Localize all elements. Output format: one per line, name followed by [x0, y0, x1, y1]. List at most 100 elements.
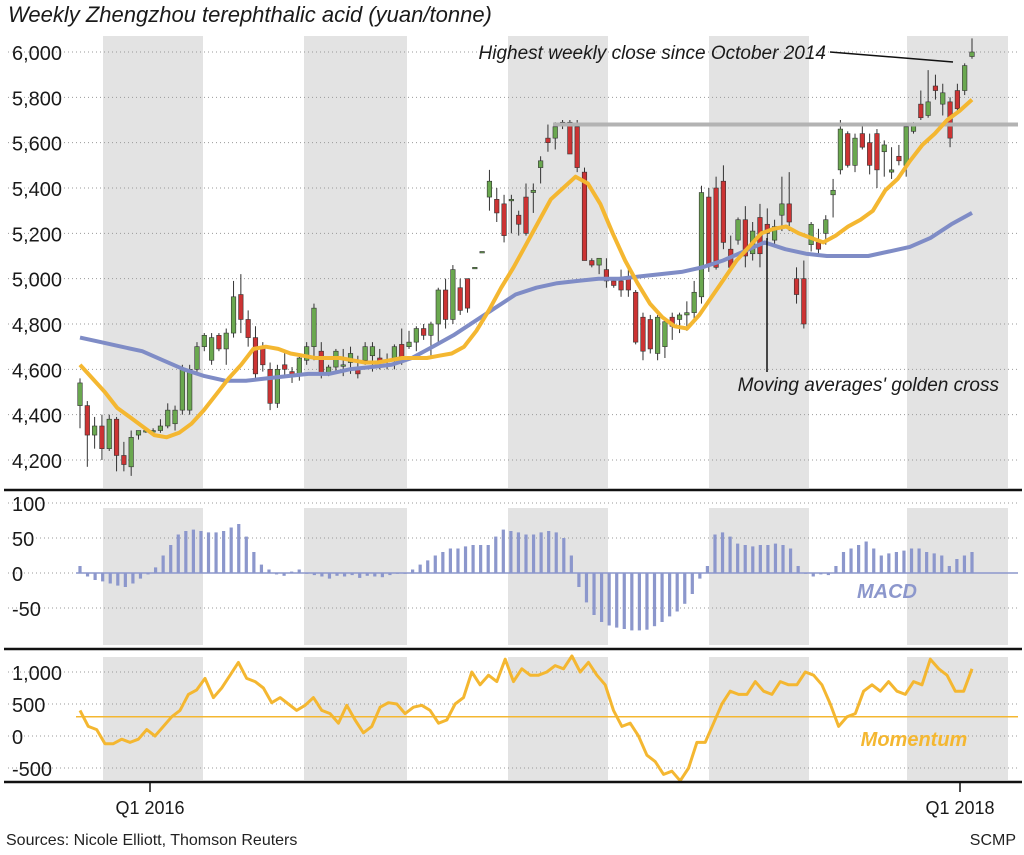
macd-bar [373, 573, 377, 577]
quarter-band [103, 508, 203, 645]
candle-body [340, 364, 346, 367]
macd-bar [826, 573, 830, 576]
macd-label: MACD [857, 581, 917, 603]
candle-body [611, 280, 617, 286]
candle [530, 183, 536, 213]
candle [113, 416, 120, 472]
macd-bar [153, 567, 158, 573]
candle [516, 210, 522, 236]
macd-bar [199, 531, 203, 573]
candle [267, 362, 273, 411]
macd-bar [592, 573, 596, 615]
macd-bar [267, 569, 271, 573]
candle-body [311, 307, 317, 347]
candle [662, 319, 668, 358]
macd-bar [206, 532, 211, 573]
candle-body [633, 291, 639, 343]
macd-bar [562, 538, 566, 573]
macd-bar [766, 545, 770, 573]
candle-body [369, 346, 376, 357]
candle [457, 278, 463, 315]
macd-bar [705, 566, 710, 573]
macd-tick-label: -50 [12, 599, 41, 621]
macd-bar [327, 573, 332, 579]
macd-bar [879, 555, 883, 573]
macd-bar [569, 555, 573, 573]
candle-body [808, 223, 814, 245]
candle-body [486, 180, 493, 198]
quarter-band [709, 36, 809, 488]
quarter-band [907, 508, 1008, 645]
macd-bar [297, 569, 301, 573]
candle-body [786, 203, 792, 223]
macd-bar [456, 548, 460, 573]
candle [793, 267, 800, 304]
candle [538, 156, 544, 184]
candle-body [662, 321, 668, 347]
candle [932, 74, 939, 100]
macd-bar [917, 548, 921, 573]
candle [640, 312, 646, 361]
momentum-tick-label: 0 [12, 727, 23, 749]
price-tick-label: 5,000 [12, 270, 62, 292]
candle [472, 267, 478, 270]
momentum-tick-label: -500 [12, 759, 52, 781]
macd-bar [184, 531, 188, 573]
candle-body [194, 346, 200, 370]
macd-bar [116, 573, 120, 586]
macd-bar [909, 548, 914, 573]
macd-bar [486, 545, 490, 573]
macd-bar [305, 573, 309, 574]
quarter-band [508, 508, 608, 645]
candle-body [165, 409, 171, 427]
candle [772, 219, 778, 247]
candle [282, 351, 288, 377]
macd-bar [78, 566, 82, 573]
candle-body [274, 369, 280, 404]
macd-bar [902, 550, 906, 573]
candle-body [735, 219, 741, 241]
candle-body [267, 369, 273, 404]
macd-bar [955, 559, 959, 573]
candle-body [157, 425, 163, 431]
macd-tick-label: 100 [12, 494, 45, 516]
candle [889, 147, 895, 179]
candle [830, 178, 836, 218]
candle [172, 405, 178, 431]
candle-body [523, 196, 529, 234]
macd-bar [471, 545, 475, 573]
quarter-band [709, 508, 809, 645]
candle-body [92, 425, 98, 436]
candle-body [545, 137, 551, 143]
macd-bar [169, 545, 173, 573]
candle [252, 326, 259, 381]
macd-bar [690, 573, 694, 594]
candle-body [889, 169, 895, 173]
macd-bar [675, 573, 679, 612]
macd-bar [123, 573, 127, 587]
candle-body [538, 160, 544, 168]
candle [135, 430, 142, 440]
candle-body [603, 269, 609, 282]
axes: 4,200 4,400 4,600 4,800 5,000 5,200 5,400 5,600… [4, 43, 1022, 818]
macd-bar [85, 573, 90, 577]
candle [698, 185, 705, 304]
macd-bar [668, 573, 672, 617]
candle-body [596, 257, 602, 266]
macd-bar [237, 524, 241, 573]
candle [969, 38, 975, 59]
candle-body [881, 144, 887, 153]
candle [618, 269, 624, 297]
macd-bar [728, 536, 732, 573]
candle [223, 328, 229, 365]
candle [552, 122, 558, 150]
macd-bar [93, 573, 97, 580]
candle-body [128, 437, 134, 468]
macd-bar [290, 571, 294, 573]
macd-bar [940, 555, 944, 573]
candle-body [625, 278, 631, 291]
macd-bar [584, 573, 589, 603]
candle-body [508, 199, 514, 202]
macd-bar [479, 545, 483, 573]
candle [633, 290, 639, 345]
